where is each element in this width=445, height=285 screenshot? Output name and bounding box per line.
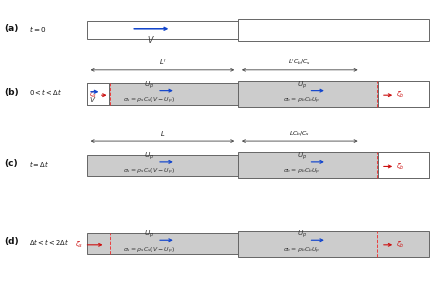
Text: (d): (d) (4, 237, 19, 247)
Text: $0 < t < \Delta t$: $0 < t < \Delta t$ (29, 87, 62, 97)
Text: $\zeta_s$: $\zeta_s$ (89, 90, 97, 100)
Text: $L$: $L$ (160, 129, 165, 138)
Text: (b): (b) (4, 88, 19, 97)
Text: $\zeta_b$: $\zeta_b$ (396, 161, 405, 172)
Bar (87, 21, 238, 39)
Text: $t = \Delta t$: $t = \Delta t$ (29, 158, 49, 169)
Bar (238, 19, 429, 40)
Text: $V$: $V$ (89, 95, 96, 104)
Text: $LC_b/C_s$: $LC_b/C_s$ (289, 129, 310, 138)
Text: $U_p$: $U_p$ (297, 150, 307, 162)
Text: $U_p$: $U_p$ (297, 79, 307, 91)
Text: $\Delta t < t < 2\Delta t$: $\Delta t < t < 2\Delta t$ (29, 237, 69, 247)
Text: $\sigma_s = \rho_s C_s (V-U_p)$: $\sigma_s = \rho_s C_s (V-U_p)$ (123, 167, 175, 178)
Bar (238, 152, 429, 178)
Bar (378, 81, 429, 107)
Text: $U_p$: $U_p$ (144, 229, 154, 240)
Bar (87, 154, 238, 176)
Bar (87, 83, 238, 105)
Bar (87, 83, 109, 105)
Text: $L'$: $L'$ (159, 57, 166, 67)
Bar (87, 233, 238, 255)
Text: $\sigma_b = \rho_b C_b U_p$: $\sigma_b = \rho_b C_b U_p$ (283, 96, 320, 106)
Text: $\sigma_b = \rho_b C_b U_p$: $\sigma_b = \rho_b C_b U_p$ (283, 167, 320, 178)
Text: $\zeta_b$: $\zeta_b$ (396, 240, 405, 250)
Bar (238, 81, 429, 107)
Text: $U_p$: $U_p$ (144, 150, 154, 162)
Text: $\sigma_s = \rho_s C_s (V-U_p)$: $\sigma_s = \rho_s C_s (V-U_p)$ (123, 246, 175, 256)
Text: $U_p$: $U_p$ (144, 79, 154, 91)
Bar (378, 152, 429, 178)
Text: $\sigma_s = \rho_s C_s (V-U_p)$: $\sigma_s = \rho_s C_s (V-U_p)$ (123, 96, 175, 106)
Text: $\sigma_b = \rho_b C_b U_p$: $\sigma_b = \rho_b C_b U_p$ (283, 246, 320, 256)
Text: $\zeta_b$: $\zeta_b$ (396, 90, 405, 100)
Text: $L'C_b/C_s$: $L'C_b/C_s$ (288, 57, 311, 67)
Text: $V$: $V$ (147, 34, 155, 46)
Text: $t=0$: $t=0$ (29, 24, 47, 34)
Text: (a): (a) (4, 24, 19, 33)
Text: $U_p$: $U_p$ (297, 229, 307, 240)
Text: $\zeta_s$: $\zeta_s$ (75, 240, 83, 250)
Bar (238, 231, 429, 256)
Text: (c): (c) (4, 159, 18, 168)
